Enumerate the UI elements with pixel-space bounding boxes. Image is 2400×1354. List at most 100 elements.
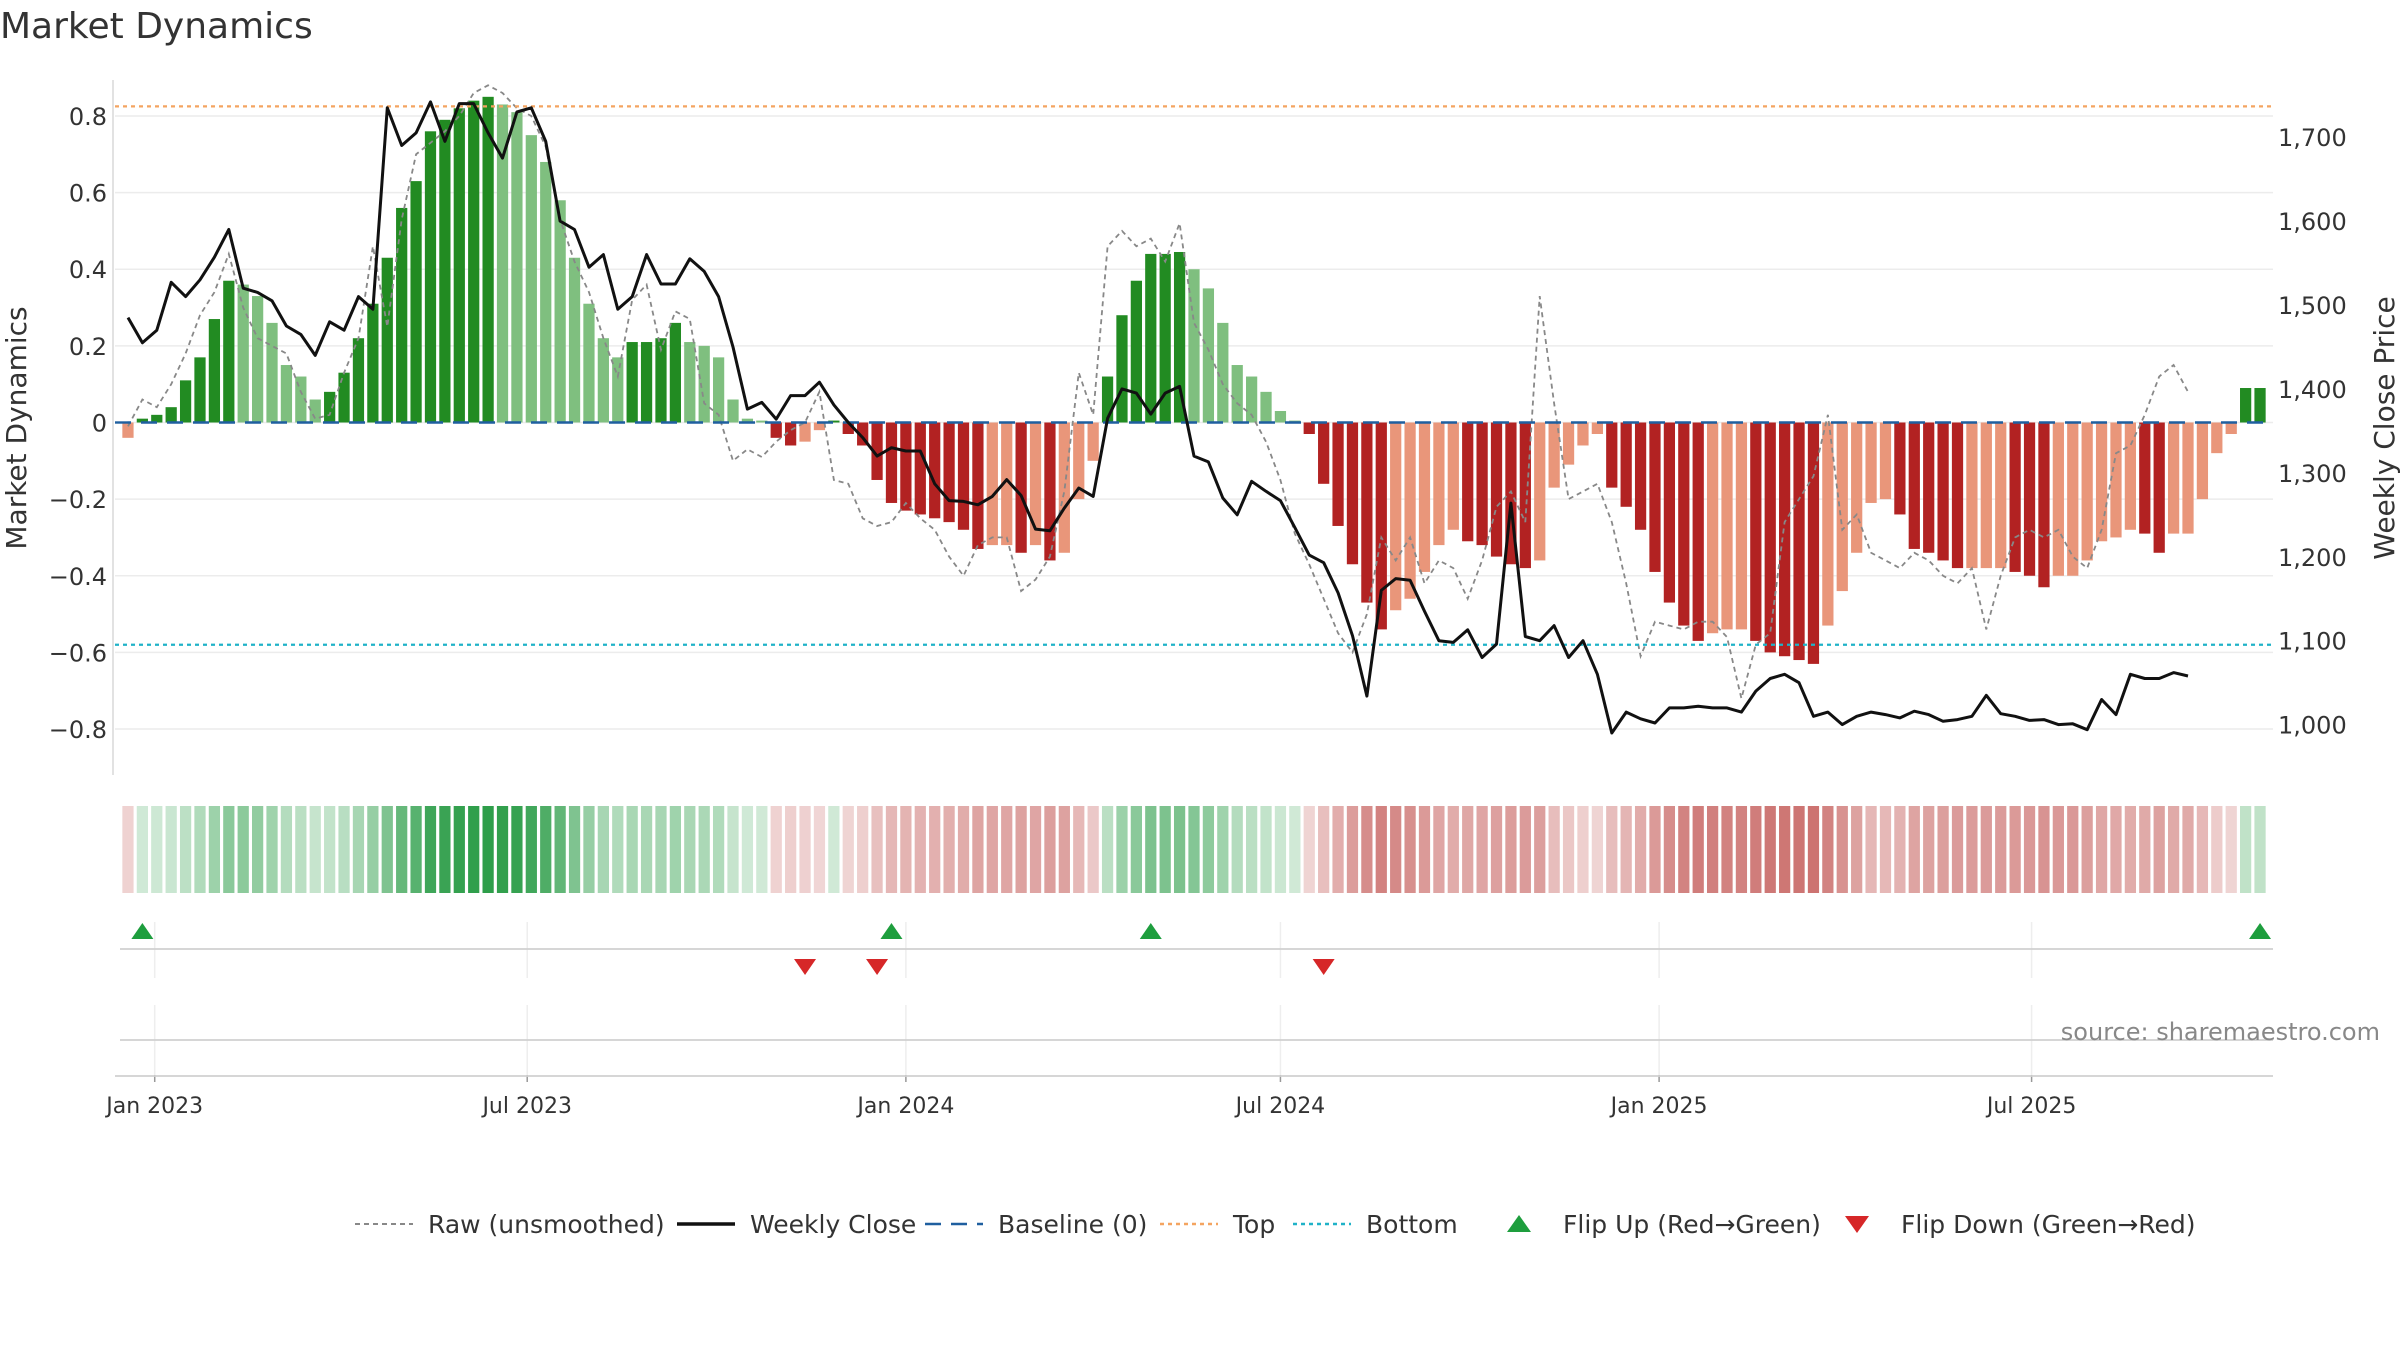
dynamics-bar: [871, 422, 883, 480]
dynamics-bar: [568, 257, 581, 423]
ribbon-cell: [2196, 806, 2209, 893]
dynamics-bar: [1519, 422, 1531, 569]
dynamics-bar: [381, 257, 393, 423]
ribbon-cell: [684, 806, 696, 893]
ribbon-cell: [525, 806, 537, 893]
dynamics-bar: [2124, 422, 2137, 530]
y-tick-label: 0.8: [69, 103, 107, 131]
raw-series: [127, 84, 2189, 699]
ribbon-cell: [1260, 806, 1272, 893]
dynamics-bar: [857, 422, 869, 446]
dynamics-bar: [2182, 422, 2194, 534]
ribbon-cell: [1562, 806, 1575, 893]
dynamics-bar: [324, 391, 336, 423]
ribbon-cell: [1476, 806, 1488, 893]
ribbon-cell: [857, 806, 869, 893]
ribbon-cell: [698, 806, 710, 893]
dynamics-bar: [338, 372, 350, 423]
dynamics-bar: [1361, 422, 1373, 603]
ribbon-cell: [194, 806, 206, 893]
reference-lines: [115, 105, 2273, 646]
momentum-ribbon: [122, 806, 2266, 893]
dynamics-bar: [1706, 422, 1719, 634]
ribbon-cell: [453, 806, 465, 893]
y-axis-label: Market Dynamics: [0, 306, 33, 549]
ribbon-cell: [1101, 806, 1114, 893]
ribbon-cell: [237, 806, 249, 893]
legend-flip-up-label: Flip Up (Red→Green): [1563, 1210, 1821, 1239]
ribbon-cell: [554, 806, 566, 893]
y-tick-label: 0: [92, 410, 107, 438]
dynamics-bar: [1879, 422, 1892, 500]
dynamics-bar: [1923, 422, 1935, 553]
ribbon-cell: [1793, 806, 1805, 893]
ribbon-cell: [1692, 806, 1704, 893]
ribbon-cell: [1966, 806, 1978, 893]
dynamics-bar: [655, 338, 667, 423]
dynamics-bar: [640, 342, 653, 423]
dynamics-bar: [295, 376, 307, 423]
chart-title: Market Dynamics: [0, 6, 313, 47]
y-tick-label: −0.4: [49, 563, 107, 591]
dynamics-bar: [1807, 422, 1820, 664]
dynamics-bar: [1937, 422, 1949, 561]
dynamics-bar: [914, 422, 926, 515]
dynamics-bar: [2167, 422, 2180, 534]
dynamics-bar: [2211, 422, 2223, 454]
dynamics-bar: [1087, 422, 1099, 461]
dynamics-bar: [972, 422, 984, 549]
ribbon-cell: [1951, 806, 1964, 893]
x-tick-label: Jul 2023: [480, 1094, 572, 1119]
ribbon-cell: [655, 806, 667, 893]
y-tick-label: −0.2: [49, 486, 107, 514]
dynamics-bar: [396, 207, 408, 423]
ribbon-cell: [583, 806, 595, 893]
legend-baseline-label: Baseline (0): [998, 1210, 1147, 1239]
ribbon-cell: [136, 806, 148, 893]
dynamics-bar: [266, 322, 278, 423]
ribbon-cell: [1375, 806, 1387, 893]
dynamics-bar: [1447, 422, 1459, 530]
dynamics-bar: [122, 422, 134, 438]
raw-line: [127, 84, 2189, 699]
ribbon-cell: [727, 806, 739, 893]
dynamics-bar: [1029, 422, 1042, 546]
dynamics-bar: [1116, 315, 1128, 423]
ribbon-cell: [540, 806, 552, 893]
ribbon-cell: [1332, 806, 1344, 893]
dynamics-bar: [2067, 422, 2079, 576]
ribbon-cell: [2167, 806, 2180, 893]
dynamics-bar: [1418, 422, 1431, 572]
dynamics-bar: [1303, 422, 1315, 434]
ribbon-cell: [1995, 806, 2007, 893]
ribbon-cell: [1433, 806, 1445, 893]
ribbon-cell: [2124, 806, 2137, 893]
dynamics-bar: [1490, 422, 1503, 557]
flip-down-marker: [866, 959, 889, 975]
ribbon-cell: [1735, 806, 1748, 893]
flip-markers-panel: [120, 922, 2273, 978]
dynamics-bar: [1433, 422, 1445, 546]
y-tick-label: −0.6: [49, 639, 107, 667]
ribbon-cell: [223, 806, 235, 893]
dynamics-bar: [1159, 253, 1171, 423]
dynamics-bar: [1073, 422, 1085, 500]
ribbon-cell: [1649, 806, 1661, 893]
dynamics-bar: [251, 296, 264, 423]
dynamics-bar: [1606, 422, 1618, 488]
dynamics-bars: [122, 96, 2266, 664]
dynamics-bar: [1231, 365, 1243, 423]
ribbon-cell: [828, 806, 840, 893]
dynamics-bar: [280, 365, 293, 423]
lower-panel: Jan 2023 Jul 2023 Jan 2024 Jul 2024 Jan 2025…: [104, 1005, 2273, 1119]
ribbon-cell: [1058, 806, 1070, 893]
y2-tick-label: 1,600: [2278, 208, 2347, 236]
dynamics-bar: [2052, 422, 2064, 576]
dynamics-bar: [1318, 422, 1330, 484]
dynamics-bar: [1663, 422, 1676, 603]
ribbon-cell: [2038, 806, 2050, 893]
ribbon-cell: [799, 806, 811, 893]
dynamics-bar: [770, 422, 782, 438]
dynamics-bar: [1577, 422, 1589, 446]
ribbon-cell: [1894, 806, 1906, 893]
